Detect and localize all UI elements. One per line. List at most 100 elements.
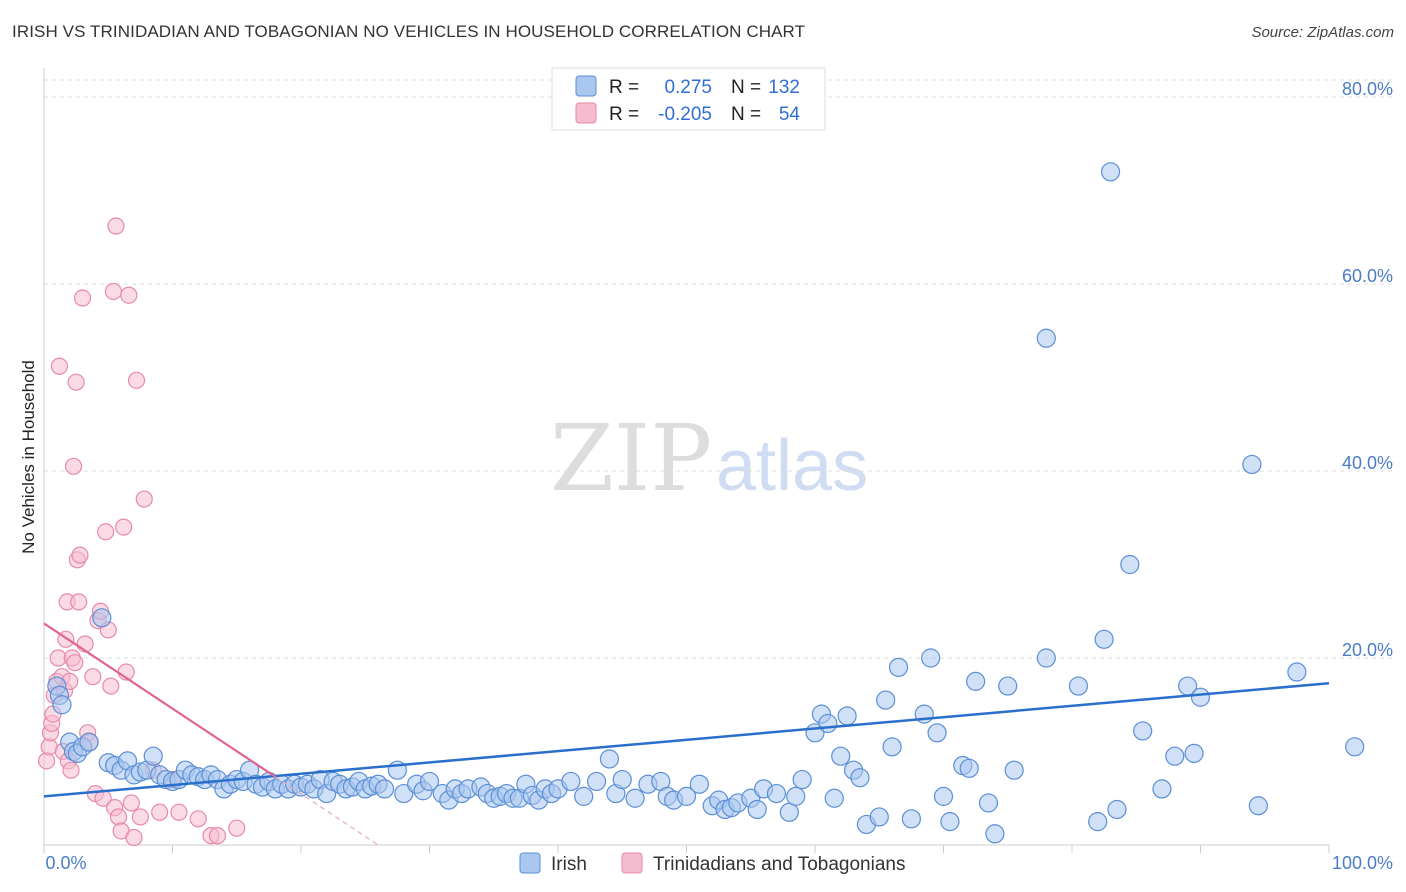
x-tick-label-max: 100.0% <box>1332 853 1393 873</box>
irish-point <box>792 769 812 790</box>
legend-box <box>551 67 826 131</box>
legend-n-label-irish: N = <box>731 77 761 98</box>
trinidadian-point <box>50 357 69 375</box>
trinidadian-point <box>170 803 188 821</box>
trinidadian-point <box>64 457 83 475</box>
irish-point <box>1094 629 1114 649</box>
watermark-atlas: atlas <box>716 426 868 506</box>
trinidadian-point <box>208 827 227 845</box>
trinidadian-point <box>109 808 128 826</box>
legend-r-label-irish: R = <box>609 77 639 98</box>
irish-point <box>818 713 838 734</box>
irish-point <box>1133 721 1153 741</box>
irish-point <box>419 771 440 792</box>
irish-point <box>824 788 844 808</box>
irish-point <box>985 824 1005 844</box>
irish-point <box>689 774 709 794</box>
irish-point <box>888 657 909 677</box>
y-axis-title: No Vehicles in Household <box>19 360 38 554</box>
irish-point <box>1107 799 1127 820</box>
trinidadian-point <box>122 794 140 812</box>
irish-point <box>1088 812 1108 832</box>
irish-point <box>1190 687 1211 707</box>
y-tick-label: 40.0% <box>1342 453 1393 473</box>
irish-point <box>1152 779 1172 799</box>
trinidadian-point <box>127 371 146 389</box>
irish-point <box>1120 554 1140 575</box>
trinidadian-point <box>102 677 120 695</box>
legend-r-label-trini: R = <box>609 104 639 125</box>
trend-lines <box>43 622 1330 846</box>
irish-point <box>676 786 697 806</box>
irish-point <box>374 779 395 799</box>
trinidadian-point <box>84 668 102 686</box>
watermark: ZIP atlas <box>550 405 868 512</box>
irish-point <box>625 788 645 808</box>
trinidadian-point <box>71 546 89 564</box>
bottom-legend-label-trini: Trinidadians and Tobagonians <box>653 854 905 875</box>
trinidadian-point <box>228 819 246 837</box>
trinidadian-point <box>66 654 84 672</box>
irish-point <box>612 769 632 790</box>
trinidadian-trend-line <box>43 622 276 778</box>
irish-point <box>869 807 889 827</box>
irish-point <box>143 746 163 766</box>
irish-point <box>747 799 767 820</box>
irish-point <box>1345 737 1365 757</box>
trinidadian-point <box>115 518 133 536</box>
irish-point <box>998 676 1018 696</box>
irish-point <box>786 786 806 806</box>
irish-point <box>1004 760 1024 780</box>
irish-point <box>1165 746 1185 766</box>
legend-n-value-trini: 54 <box>779 104 801 125</box>
trinidadian-point <box>62 761 80 779</box>
trinidadian-point <box>131 808 149 826</box>
irish-point <box>927 723 947 743</box>
trinidadian-point <box>104 282 122 301</box>
irish-point <box>1184 743 1204 763</box>
y-tick-label: 60.0% <box>1342 266 1393 286</box>
x-tick-label-min: 0.0% <box>45 853 86 873</box>
irish-point <box>876 690 896 710</box>
trinidadian-point <box>37 752 56 770</box>
irish-point <box>1068 676 1089 696</box>
grid: 20.0% 40.0% 60.0% 80.0% <box>44 79 1393 660</box>
irish-point <box>978 793 999 813</box>
axes: 0.0% 100.0% <box>43 68 1393 873</box>
irish-point <box>92 608 112 628</box>
trinidadian-point <box>97 523 115 541</box>
legend-n-value-irish: 132 <box>768 77 800 98</box>
irish-point <box>766 783 787 804</box>
y-tick-label: 80.0% <box>1342 79 1393 99</box>
trinidadian-point <box>107 217 125 235</box>
legend-r-value-irish: 0.275 <box>664 77 712 98</box>
irish-point <box>940 812 960 832</box>
irish-point <box>959 758 979 778</box>
irish-point <box>850 768 870 788</box>
y-tick-label: 20.0% <box>1342 640 1393 660</box>
irish-point <box>1242 454 1262 475</box>
chart-title: IRISH VS TRINIDADIAN AND TOBAGONIAN NO V… <box>12 22 806 41</box>
irish-trend-line <box>43 681 1330 798</box>
irish-point <box>1287 662 1307 682</box>
correlation-legend: R = 0.275 N = 132 R = -0.205 N = 54 <box>551 67 826 131</box>
trinidadian-point <box>125 828 143 847</box>
trinidadian-point <box>151 803 169 821</box>
trinidadian-point <box>70 593 88 611</box>
irish-point <box>52 695 72 715</box>
irish-point <box>837 706 857 726</box>
irish-point <box>574 786 594 806</box>
trinidadian-point <box>73 289 92 307</box>
source-label: Source: ZipAtlas.com <box>1251 24 1394 41</box>
irish-point <box>394 783 414 804</box>
trinidadian-point <box>135 490 153 508</box>
irish-point <box>882 737 902 757</box>
trinidadian-point <box>67 373 85 391</box>
bottom-legend-swatch-irish <box>519 852 541 874</box>
watermark-zip: ZIP <box>550 405 712 512</box>
irish-point <box>1248 796 1268 816</box>
irish-point <box>599 749 620 769</box>
irish-point <box>1100 162 1121 182</box>
irish-point <box>901 809 921 829</box>
